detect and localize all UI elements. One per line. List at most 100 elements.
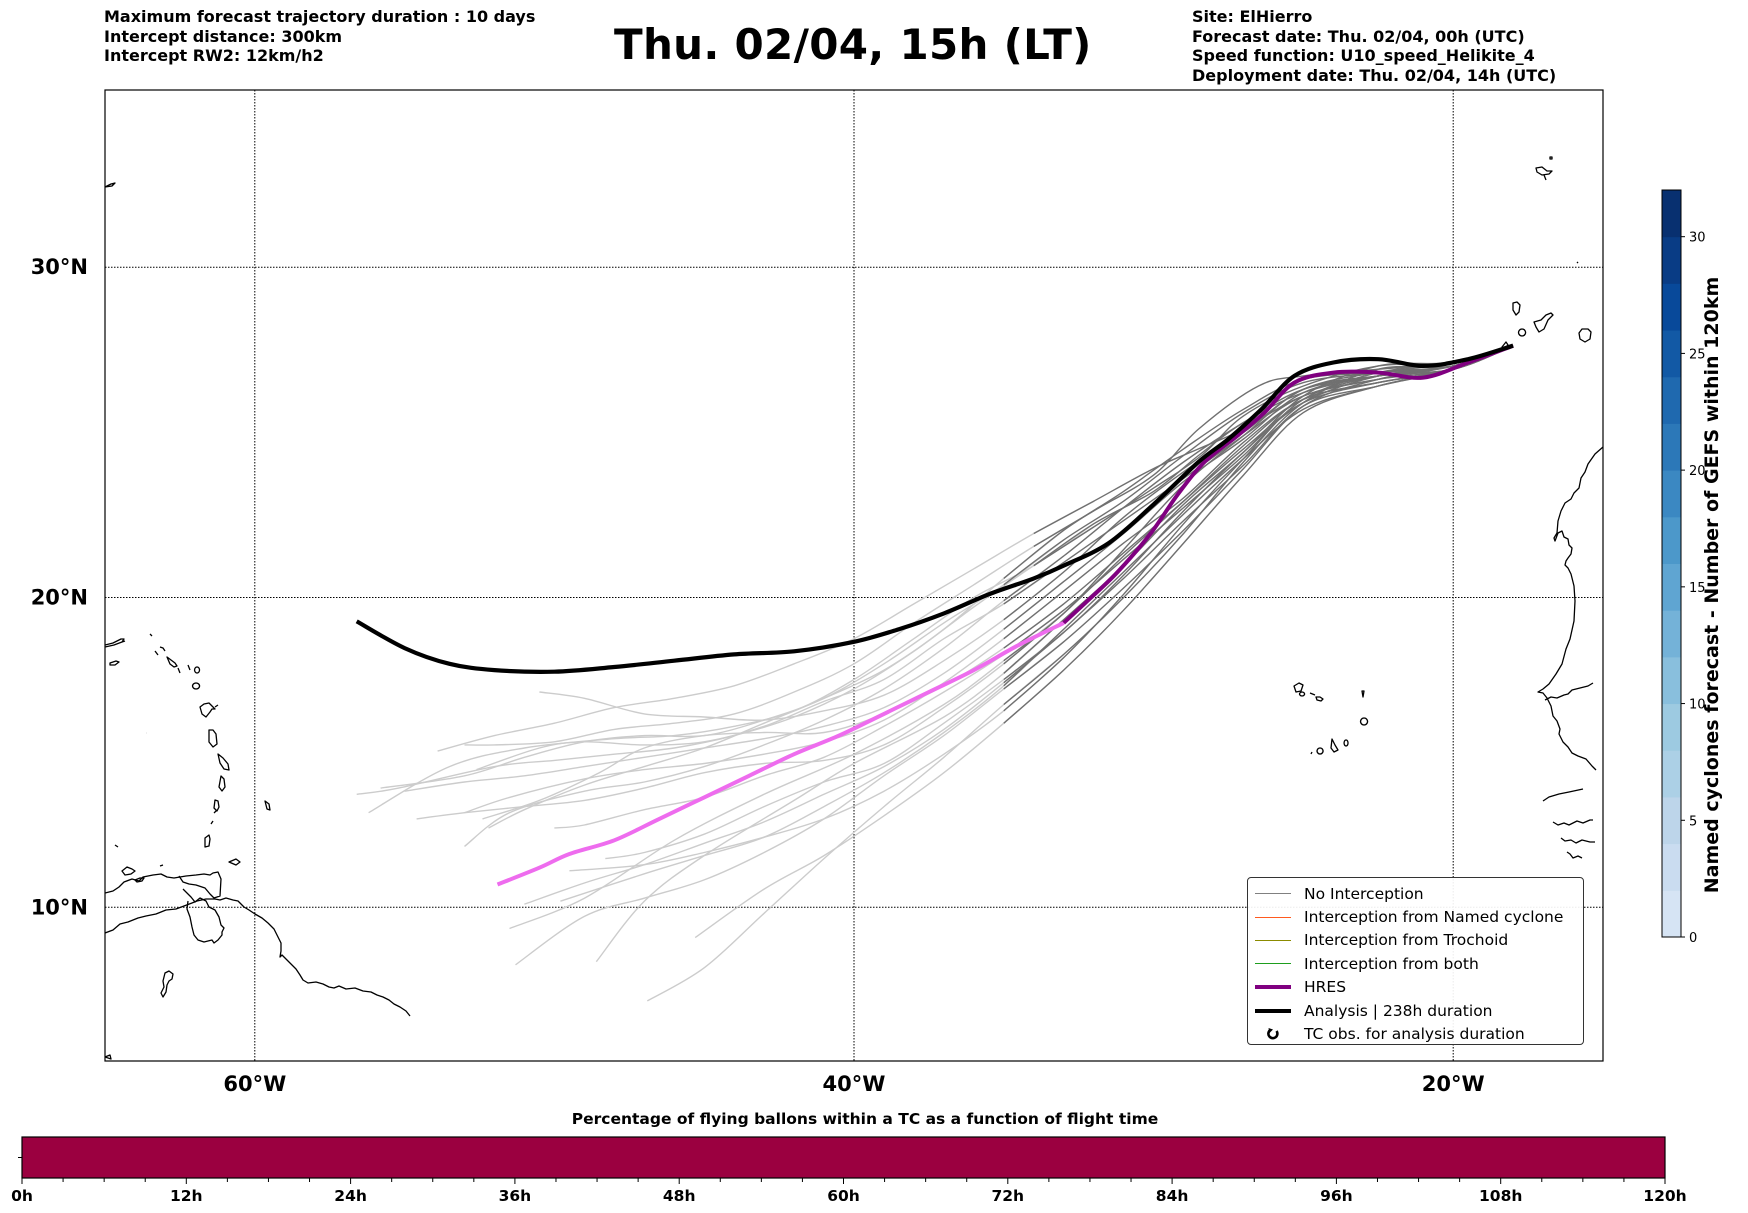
coast-cape-verde-north (1293, 682, 1324, 702)
legend-swatch (1255, 963, 1291, 965)
ensemble-track-late (515, 641, 1065, 966)
coast-guadeloupe (191, 666, 219, 718)
forecast-date-text: Forecast date: Thu. 02/04, 00h (UTC) (1192, 26, 1525, 46)
legend-label: HRES (1304, 978, 1347, 997)
coast-grenadines (146, 732, 218, 848)
time-tick-label: 108h (1479, 1187, 1522, 1205)
ensemble-track-early (1003, 345, 1514, 712)
legend-label: No Interception (1304, 884, 1424, 903)
legend-item-named-cyclone: Interception from Named cyclone (1248, 905, 1583, 928)
colorbar-bin (1662, 703, 1681, 751)
ensemble-track-early (1003, 345, 1514, 690)
deployment-date-text: Deployment date: Thu. 02/04, 14h (UTC) (1192, 65, 1557, 85)
ensemble-track-early (1003, 345, 1514, 640)
legend-swatch (1255, 916, 1291, 918)
colorbar-bin (1662, 423, 1681, 471)
colorbar-bin (1662, 236, 1681, 284)
coastlines (105, 156, 1603, 1060)
colorbar-tick-label: 20 (1689, 464, 1706, 479)
line-icon (1255, 893, 1291, 895)
legend-swatch (1255, 939, 1291, 941)
colorbar-tick-label: 5 (1689, 814, 1697, 829)
coast-cape-verde-south (1310, 738, 1349, 755)
colorbar-bin (1662, 470, 1681, 518)
site-info: Site: ElHierro Forecast date: Thu. 02/04… (1192, 7, 1556, 85)
coast-top-left (105, 182, 116, 188)
coast-guiana (105, 897, 411, 1017)
line-icon (1255, 985, 1291, 990)
colorbar-bin (1662, 330, 1681, 378)
ensemble-track-late (509, 612, 1065, 930)
lon-tick-label: 20°W (1422, 1072, 1485, 1096)
time-tick-label: 12h (170, 1187, 203, 1205)
colorbar-bin (1662, 190, 1681, 238)
ensemble-track-late (464, 510, 1095, 746)
ensemble-track-late (437, 500, 1095, 752)
time-tick-label: 72h (991, 1187, 1024, 1205)
colorbar-tick-label: 15 (1689, 581, 1706, 596)
colorbar-bin (1662, 750, 1681, 798)
coast-guinea (1542, 788, 1595, 859)
legend-item-hres: HRES (1248, 976, 1583, 999)
ensemble-track-late (464, 590, 1065, 814)
hres-track-late (496, 621, 1065, 887)
ensemble-track-late (464, 555, 1065, 847)
ensemble-track-early (1003, 345, 1514, 605)
ensemble-track-late (569, 657, 1065, 872)
coast-madeira (1535, 166, 1553, 176)
line-icon (1255, 963, 1291, 965)
colorbar-bin (1662, 890, 1681, 938)
chart-title: Thu. 02/04, 15h (LT) (614, 20, 1092, 69)
time-tick-label: 60h (827, 1187, 860, 1205)
legend-item-tc-obs: TC obs. for analysis duration (1248, 1022, 1583, 1045)
legend-label: Interception from Trochoid (1304, 931, 1509, 950)
lon-tick-label: 60°W (223, 1072, 286, 1096)
forecast-parameters: Maximum forecast trajectory duration : 1… (104, 7, 535, 66)
coast-la-palma (1512, 301, 1521, 316)
ensemble-track-early (1003, 345, 1514, 684)
legend-swatch (1255, 985, 1291, 990)
lat-tick-label: 20°N (31, 586, 88, 610)
legend-label: Interception from both (1304, 954, 1479, 973)
coast-gambia (1544, 682, 1594, 701)
hres-trajectory (496, 343, 1514, 887)
analysis-track (355, 343, 1514, 674)
coast-small-island (1576, 261, 1579, 264)
coast-bottom-left (105, 1054, 112, 1060)
colorbar-bin (1662, 376, 1681, 424)
legend-swatch (1255, 1027, 1291, 1041)
ensemble-track-early (1003, 345, 1514, 602)
ensemble-track-late (560, 628, 1065, 902)
colorbar-bin (1662, 283, 1681, 331)
ensemble-trajectories-early (1003, 345, 1514, 724)
time-tick-label: 36h (499, 1187, 532, 1205)
colorbar-tick-label: 25 (1689, 347, 1706, 362)
colorbar: 0 5 10 15 20 25 30 (1661, 189, 1706, 946)
ensemble-track-late (554, 609, 1065, 829)
lat-tick-label: 10°N (31, 895, 88, 919)
colorbar-label: Named cyclones forecast - Number of GEFS… (1701, 276, 1723, 894)
ensemble-track-late (380, 539, 1065, 789)
ensemble-track-early (1003, 345, 1514, 665)
ensemble-track-late (694, 669, 1065, 939)
legend-item-analysis: Analysis | 238h duration (1248, 999, 1583, 1022)
max-duration-text: Maximum forecast trajectory duration : 1… (104, 7, 536, 26)
time-tick-label: 0h (11, 1187, 33, 1205)
legend-label: Analysis | 238h duration (1304, 1001, 1493, 1020)
flight-time-bar: 0h 12h 24h 36h 48h 60h 72h 84h 96h 108h 120h (11, 1136, 1687, 1205)
legend-swatch (1255, 893, 1291, 895)
colorbar-tick-label: 10 (1689, 698, 1706, 713)
coast-west-africa (1537, 446, 1603, 771)
colorbar-bin (1662, 796, 1681, 845)
time-tick-label: 84h (1156, 1187, 1189, 1205)
analysis-trajectory (355, 343, 1514, 674)
lat-tick-label: 30°N (31, 255, 88, 279)
ensemble-track-early (1003, 345, 1514, 681)
legend-item-both: Interception from both (1248, 952, 1583, 975)
intercept-rw2-text: Intercept RW2: 12km/h2 (104, 46, 324, 65)
time-bar-title: Percentage of flying ballons within a TC… (571, 1110, 1159, 1128)
coast-trinidad (121, 866, 145, 883)
coast-lesser-antilles-north (105, 633, 191, 674)
coast-venezuela-north (105, 871, 222, 899)
ensemble-track-late (524, 631, 1065, 905)
